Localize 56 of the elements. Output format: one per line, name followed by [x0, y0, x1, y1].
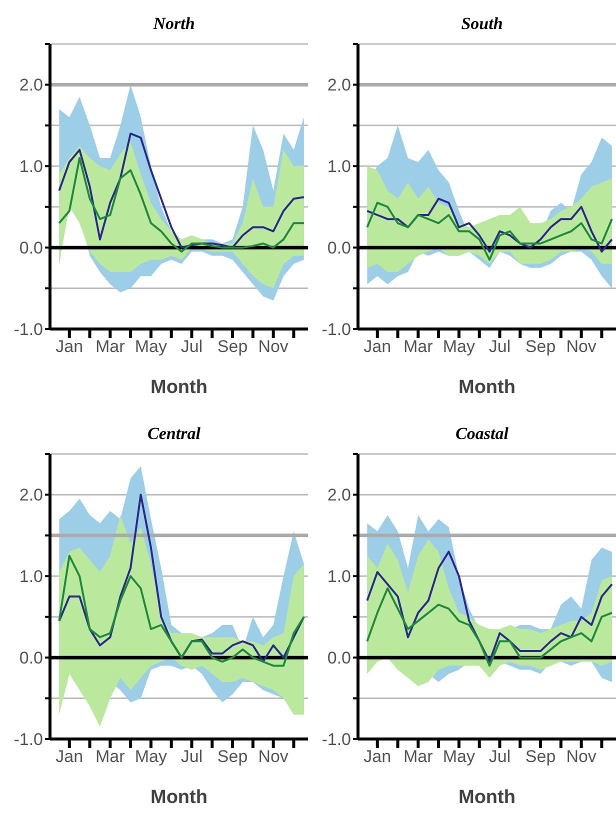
x-tick-label: Nov: [258, 337, 289, 356]
y-tick-label: -1.0: [322, 730, 351, 749]
x-tick-label: Nov: [566, 746, 597, 766]
x-tick-label: Nov: [566, 337, 597, 356]
x-tick-label: Sep: [217, 746, 248, 766]
y-tick-label: 0.0: [327, 648, 351, 668]
line-series: [366, 586, 613, 666]
line-series: [366, 550, 613, 662]
y-tick-label: -1.0: [14, 320, 43, 340]
x-axis-title: Month: [458, 377, 516, 398]
y-tick-label: 2.0: [327, 485, 351, 504]
x-tick-label: May: [442, 746, 476, 766]
chart-title: Central: [146, 422, 200, 444]
y-tick-label: 2.0: [19, 485, 43, 504]
y-tick-label: 2.0: [327, 76, 351, 95]
x-tick-label: May: [134, 337, 168, 356]
x-axis-title: Month: [458, 786, 516, 808]
y-tick-label: 2.0: [19, 76, 43, 95]
x-axis-title: Month: [150, 377, 208, 398]
x-tick-label: Jul: [180, 746, 203, 766]
x-tick-label: Mar: [404, 746, 434, 766]
line-series: [366, 198, 613, 253]
line-series: [58, 132, 305, 249]
y-tick-label: -1.0: [14, 730, 43, 749]
x-tick-label: May: [442, 337, 476, 356]
x-tick-label: Jan: [364, 746, 392, 766]
y-tick-label: 0.0: [327, 238, 351, 258]
x-tick-label: Jan: [56, 337, 84, 356]
line-series: [58, 157, 305, 253]
y-tick-label: 1.0: [19, 566, 43, 586]
y-tick-label: 1.0: [327, 157, 351, 176]
chart-title: Coastal: [454, 422, 508, 444]
x-tick-label: Sep: [525, 746, 556, 766]
x-tick-label: Sep: [217, 337, 248, 356]
x-tick-label: Mar: [96, 337, 126, 356]
y-tick-label: 0.0: [19, 238, 43, 258]
x-tick-label: Jan: [364, 337, 392, 356]
x-tick-label: Jul: [180, 337, 203, 356]
line-series: [58, 554, 305, 666]
chart-title: North: [152, 13, 195, 35]
x-axis-title: Month: [150, 786, 208, 808]
line-series: [366, 202, 613, 261]
x-tick-label: Mar: [96, 746, 126, 766]
line-series: [58, 493, 305, 662]
x-tick-label: Nov: [258, 746, 289, 766]
y-tick-label: 0.0: [19, 648, 43, 668]
chart-title: South: [460, 13, 503, 35]
x-tick-label: Mar: [404, 337, 434, 356]
y-tick-label: 1.0: [19, 157, 43, 176]
y-tick-label: 1.0: [327, 566, 351, 586]
x-tick-label: Jul: [488, 337, 511, 356]
x-tick-label: Jan: [56, 746, 84, 766]
x-tick-label: May: [134, 746, 168, 766]
x-tick-label: Jul: [488, 746, 511, 766]
x-tick-label: Sep: [525, 337, 556, 356]
y-tick-label: -1.0: [322, 320, 351, 340]
